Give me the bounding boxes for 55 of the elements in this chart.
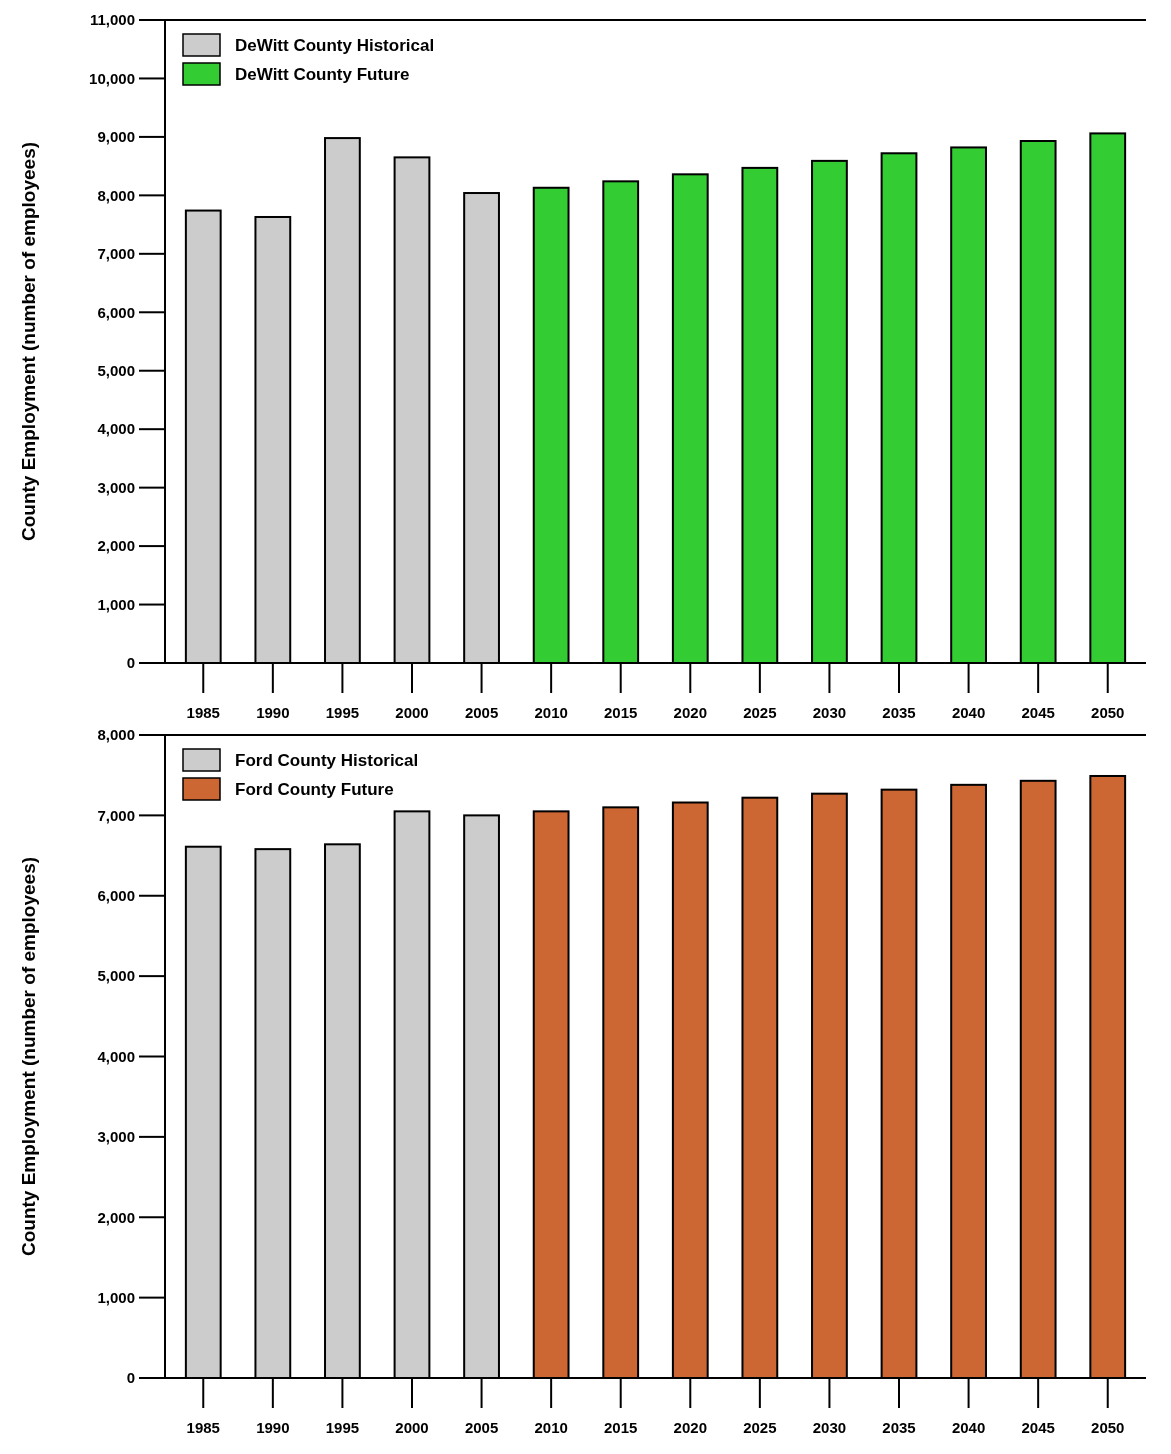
y-tick-label: 6,000 (97, 303, 135, 321)
x-tick-label: 1990 (256, 1419, 290, 1436)
y-tick-label: 3,000 (97, 478, 135, 496)
x-tick-label: 1990 (256, 704, 290, 721)
legend-label: Ford County Historical (235, 750, 419, 770)
x-tick-label: 1985 (186, 1419, 220, 1436)
x-tick-label: 2045 (1021, 1419, 1055, 1436)
x-tick-label: 2045 (1021, 704, 1055, 721)
y-axis-title: County Employment (number of employees) (18, 141, 39, 542)
x-tick-label: 1995 (325, 704, 360, 721)
y-tick-label: 0 (126, 654, 135, 672)
y-axis-title: County Employment (number of employees) (18, 856, 39, 1257)
y-tick-label: 5,000 (97, 967, 135, 985)
x-tick-label: 2010 (534, 1419, 568, 1436)
x-tick-label: 2020 (673, 1419, 707, 1436)
x-tick-label: 2040 (951, 1419, 986, 1436)
y-tick-label: 4,000 (97, 1047, 135, 1065)
x-tick-label: 2020 (673, 704, 707, 721)
y-tick-label: 2,000 (97, 1208, 135, 1226)
x-tick-label: 2040 (951, 704, 986, 721)
y-tick-label: 1,000 (97, 595, 135, 613)
x-tick-label: 1995 (325, 1419, 360, 1436)
y-tick-label: 10,000 (89, 69, 135, 87)
x-tick-label: 2005 (464, 1419, 499, 1436)
x-tick-label: 2050 (1091, 704, 1125, 721)
x-tick-label: 2000 (395, 704, 429, 721)
x-tick-label: 2035 (882, 704, 916, 721)
y-tick-label: 11,000 (89, 11, 135, 29)
y-tick-label: 2,000 (97, 537, 135, 555)
x-tick-label: 2015 (604, 1419, 638, 1436)
x-tick-label: 2005 (464, 704, 499, 721)
legend-label: DeWitt County Future (235, 64, 410, 84)
x-tick-label: 2050 (1091, 1419, 1125, 1436)
y-tick-label: 3,000 (97, 1128, 135, 1146)
y-tick-label: 1,000 (97, 1288, 135, 1306)
x-tick-label: 2035 (882, 1419, 916, 1436)
y-tick-label: 6,000 (97, 887, 135, 904)
x-tick-label: 2025 (743, 1419, 777, 1436)
y-tick-label: 7,000 (97, 245, 135, 263)
legend-label: Ford County Future (235, 779, 394, 799)
y-tick-label: 4,000 (97, 420, 135, 438)
x-tick-label: 2000 (395, 1419, 429, 1436)
x-tick-label: 2015 (604, 704, 638, 721)
y-tick-label: 8,000 (97, 726, 135, 744)
x-tick-label: 1985 (186, 704, 220, 721)
x-tick-label: 2030 (812, 704, 847, 721)
legend-label: DeWitt County Historical (235, 35, 435, 55)
y-tick-label: 9,000 (97, 128, 135, 146)
y-tick-label: 8,000 (97, 186, 135, 204)
x-tick-label: 2010 (534, 704, 568, 721)
y-tick-label: 7,000 (97, 806, 135, 824)
x-tick-label: 2025 (743, 704, 777, 721)
y-tick-label: 5,000 (97, 361, 135, 379)
x-tick-label: 2030 (812, 1419, 847, 1436)
y-tick-label: 0 (126, 1369, 135, 1387)
